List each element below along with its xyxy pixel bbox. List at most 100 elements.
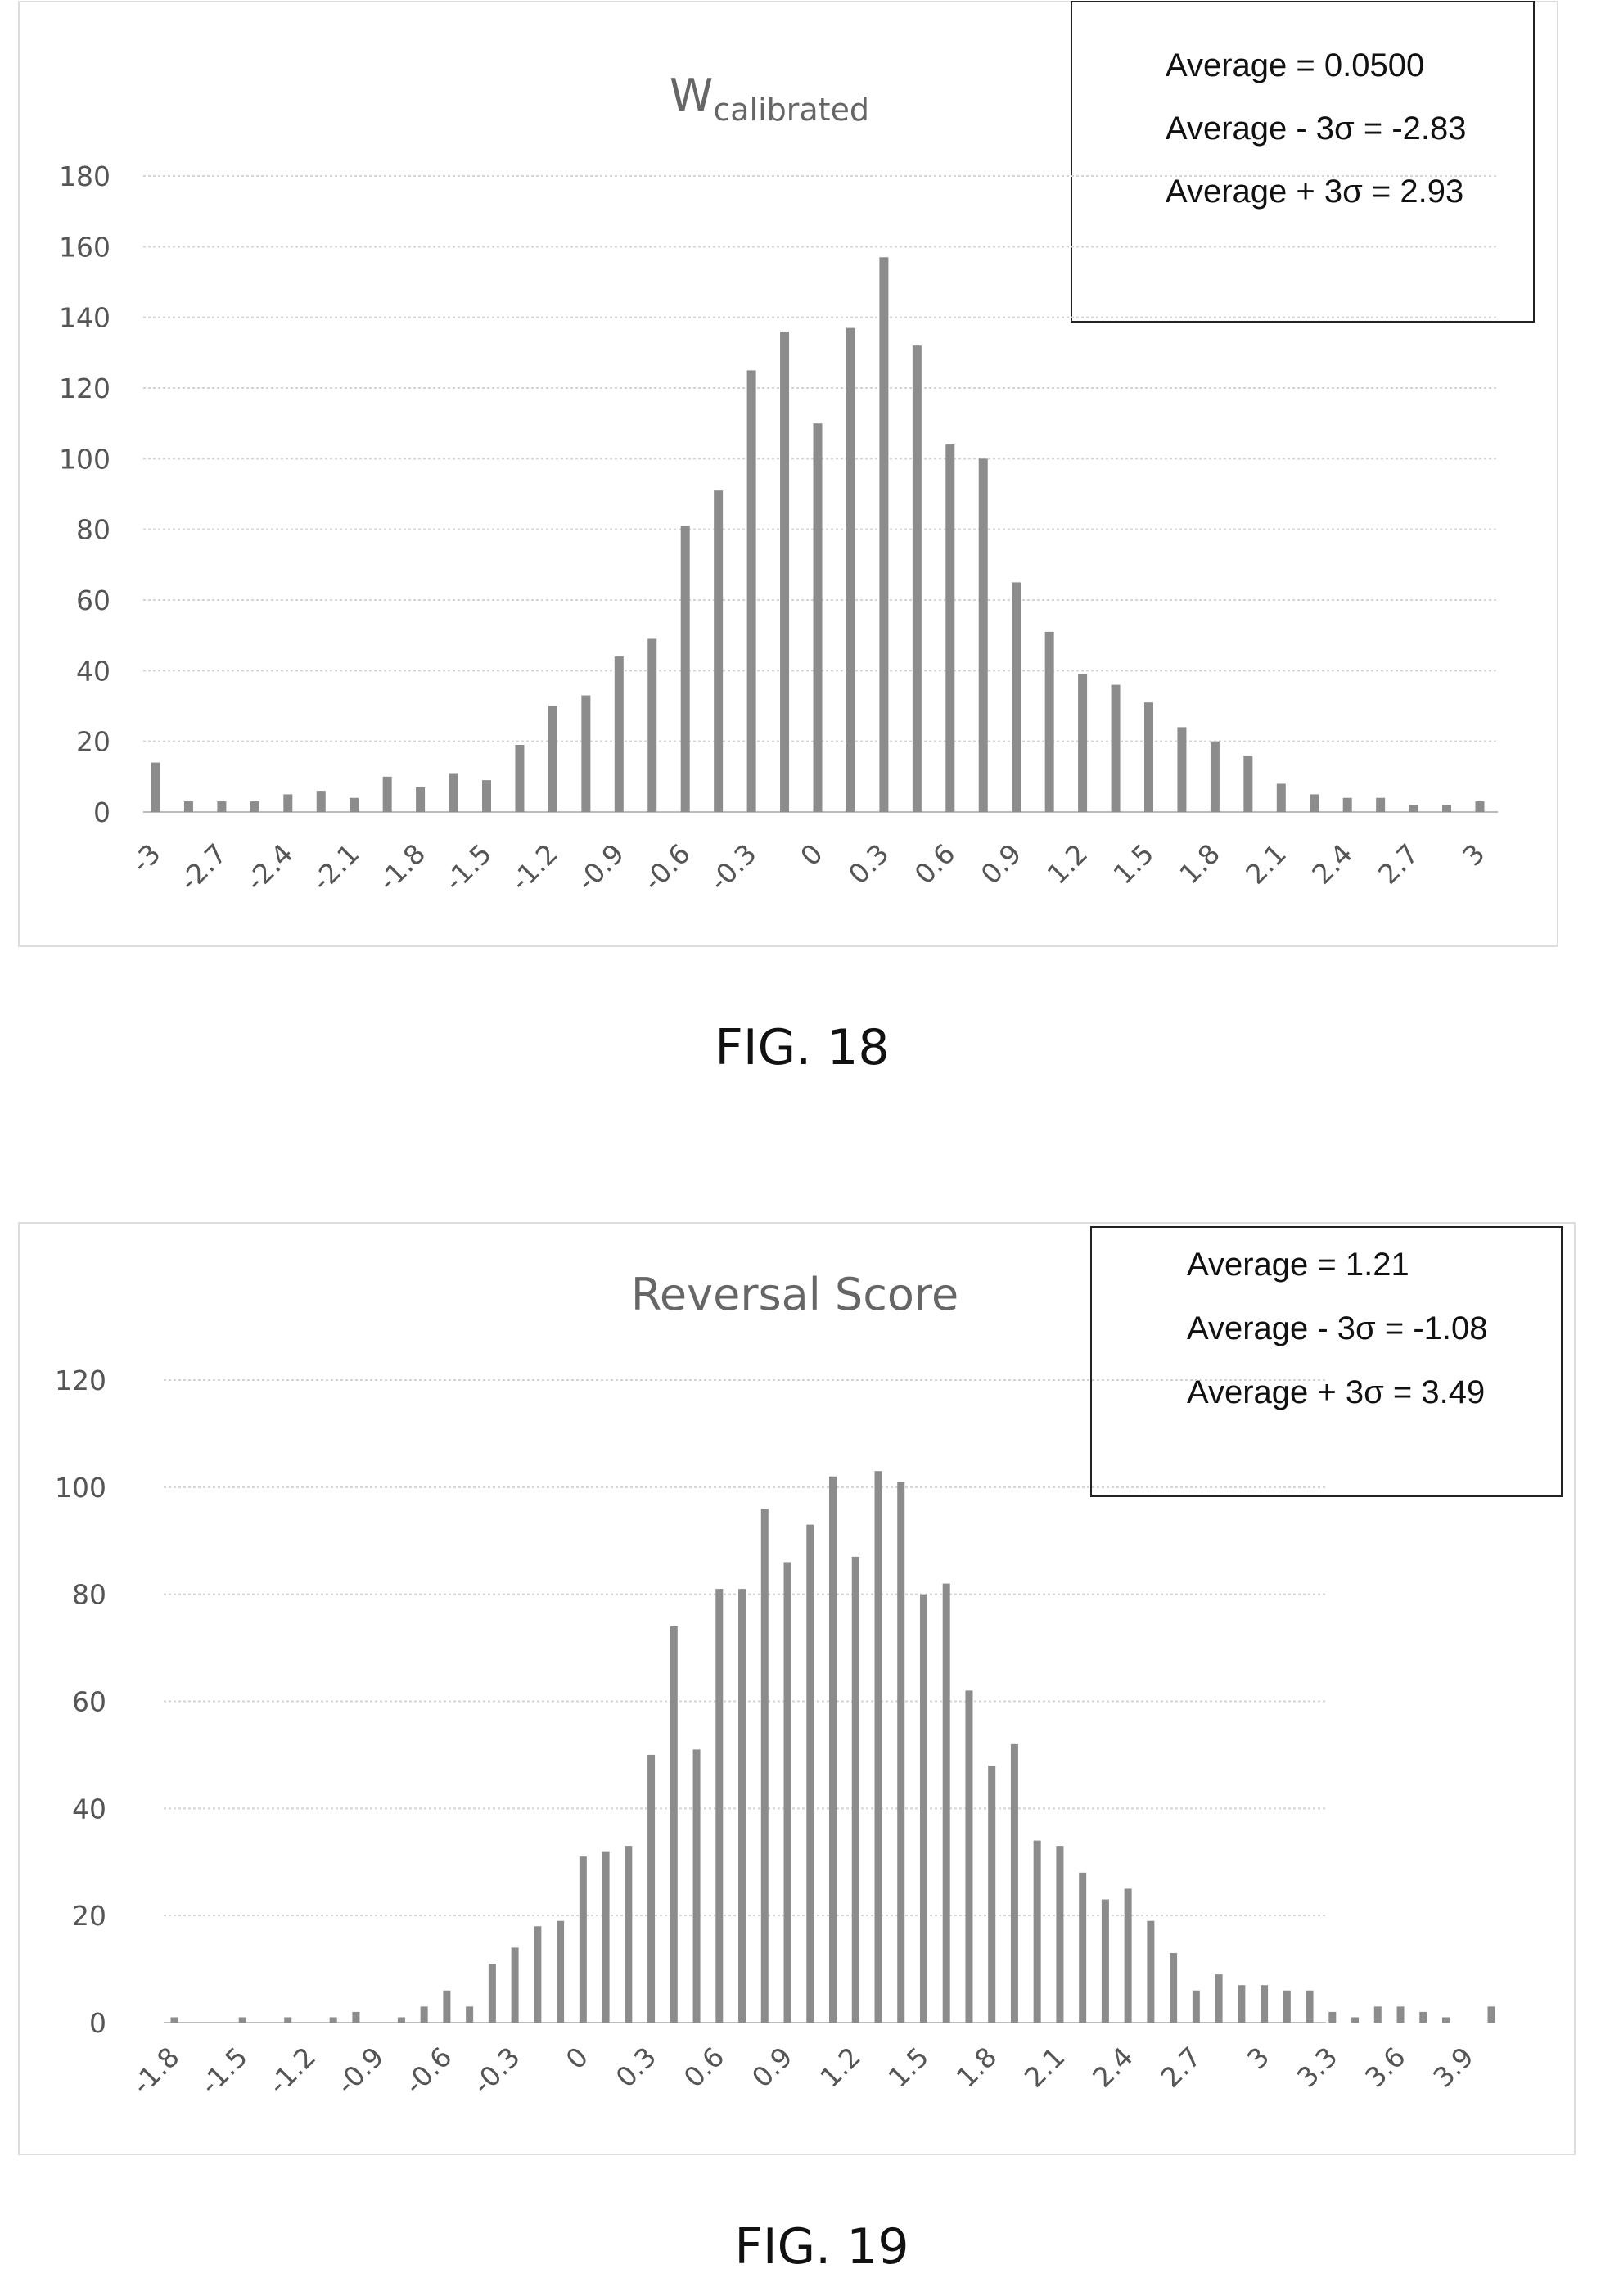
bar bbox=[670, 1626, 678, 2023]
x-tick-label: 0.3 bbox=[610, 2041, 663, 2094]
y-tick-label: 140 bbox=[59, 302, 110, 334]
bar bbox=[647, 638, 657, 812]
bar bbox=[1033, 1840, 1041, 2023]
legend-average: Average = 0.0500 bbox=[1166, 47, 1424, 83]
bar bbox=[217, 801, 227, 812]
bar bbox=[680, 526, 690, 812]
bar bbox=[625, 1846, 633, 2023]
chart-fig19: Reversal Score Average = 1.21 Average - … bbox=[18, 1222, 1576, 2276]
x-tick-label: 2.4 bbox=[1086, 2041, 1139, 2094]
x-tick-label: -2.1 bbox=[305, 837, 365, 897]
bar bbox=[1310, 794, 1319, 812]
bar bbox=[511, 1947, 519, 2023]
bar bbox=[1044, 631, 1054, 812]
bar bbox=[846, 327, 855, 812]
y-tick-label: 120 bbox=[55, 1365, 106, 1396]
bar bbox=[534, 1926, 542, 2023]
x-tick-label: -2.7 bbox=[173, 837, 232, 897]
y-tick-label: 20 bbox=[76, 726, 110, 758]
legend-box bbox=[1090, 1226, 1563, 1497]
y-tick-label: 20 bbox=[72, 1900, 106, 1932]
bar bbox=[1342, 797, 1352, 812]
title-subscript: calibrated bbox=[713, 92, 869, 128]
legend-minus-3sigma: Average - 3σ = -1.08 bbox=[1187, 1310, 1488, 1346]
x-tick-label: -0.3 bbox=[703, 837, 763, 897]
legend-plus-3sigma: Average + 3σ = 2.93 bbox=[1166, 174, 1463, 210]
bar bbox=[1261, 1985, 1269, 2023]
y-tick-label: 100 bbox=[59, 443, 110, 475]
bar bbox=[1056, 1846, 1064, 2023]
bar bbox=[988, 1766, 996, 2023]
bar bbox=[1111, 684, 1121, 812]
x-tick-label: 0.9 bbox=[746, 2041, 799, 2094]
legend-box bbox=[1071, 1, 1535, 323]
bar bbox=[1475, 801, 1485, 812]
bar bbox=[1170, 1952, 1178, 2023]
bar bbox=[557, 1920, 565, 2023]
bar bbox=[746, 370, 756, 813]
bar bbox=[1306, 1990, 1314, 2023]
x-tick-label: 1.5 bbox=[1107, 837, 1160, 891]
bar bbox=[738, 1589, 746, 2023]
bar bbox=[829, 1476, 837, 2023]
bar bbox=[1328, 2011, 1337, 2023]
x-tick-label: 1.8 bbox=[950, 2041, 1003, 2094]
bar bbox=[284, 2017, 292, 2023]
y-tick-label: 180 bbox=[59, 160, 110, 192]
bar bbox=[1192, 1990, 1200, 2023]
bar bbox=[1419, 2011, 1427, 2023]
bar bbox=[715, 1589, 724, 2023]
bar bbox=[420, 2006, 428, 2023]
chart-title: Reversal Score bbox=[631, 1269, 958, 1320]
x-tick-label: -1.8 bbox=[126, 2041, 186, 2100]
bar bbox=[874, 1471, 882, 2023]
bar bbox=[919, 1594, 927, 2023]
x-tick-label: 0 bbox=[794, 837, 828, 872]
bar bbox=[352, 2011, 360, 2023]
bar bbox=[238, 2017, 246, 2023]
bar bbox=[783, 1562, 791, 2023]
bar bbox=[329, 2017, 337, 2023]
bar bbox=[760, 1509, 769, 2023]
bar bbox=[183, 801, 193, 812]
bar bbox=[1124, 1888, 1132, 2023]
y-tick-label: 60 bbox=[76, 584, 110, 616]
x-tick-label: 1.2 bbox=[1041, 837, 1094, 891]
bar bbox=[482, 780, 491, 812]
legend-average: Average = 1.21 bbox=[1187, 1247, 1409, 1283]
x-tick-label: -1.2 bbox=[504, 837, 564, 897]
x-tick-label: 0 bbox=[560, 2041, 594, 2075]
figure-caption: FIG. 19 bbox=[734, 2218, 909, 2276]
bar bbox=[1078, 674, 1088, 812]
x-tick-label: -0.9 bbox=[570, 837, 630, 897]
bar bbox=[1012, 582, 1021, 812]
chart-title: Wcalibrated bbox=[670, 70, 869, 128]
x-tick-label: 0.9 bbox=[975, 837, 1028, 891]
y-tick-label: 100 bbox=[55, 1472, 106, 1504]
figure-caption: FIG. 18 bbox=[715, 1019, 889, 1076]
chart-fig18: Wcalibrated Average = 0.0500 Average - 3… bbox=[18, 1, 1558, 1076]
bar bbox=[581, 695, 591, 812]
bar bbox=[397, 2017, 405, 2023]
bar bbox=[1079, 1872, 1087, 2023]
x-tick-label: -0.6 bbox=[398, 2041, 458, 2100]
x-tick-label: -1.5 bbox=[438, 837, 498, 897]
bar bbox=[692, 1749, 701, 2023]
bar bbox=[488, 1964, 496, 2023]
bar bbox=[1442, 2017, 1450, 2023]
chart-frame bbox=[18, 1, 1558, 947]
bar bbox=[548, 706, 557, 812]
bar bbox=[602, 1851, 610, 2023]
bar bbox=[813, 423, 823, 812]
x-tick-label: 3 bbox=[1456, 837, 1491, 872]
x-tick-label: -0.9 bbox=[330, 2041, 390, 2100]
bar bbox=[614, 656, 624, 812]
y-tick-label: 40 bbox=[72, 1793, 106, 1825]
bar bbox=[978, 458, 988, 812]
bar bbox=[647, 1754, 656, 2023]
bar bbox=[942, 1583, 950, 2023]
bar bbox=[1376, 797, 1386, 812]
x-tick-label: 3.3 bbox=[1291, 2041, 1344, 2094]
x-tick-label: 2.4 bbox=[1306, 837, 1359, 891]
